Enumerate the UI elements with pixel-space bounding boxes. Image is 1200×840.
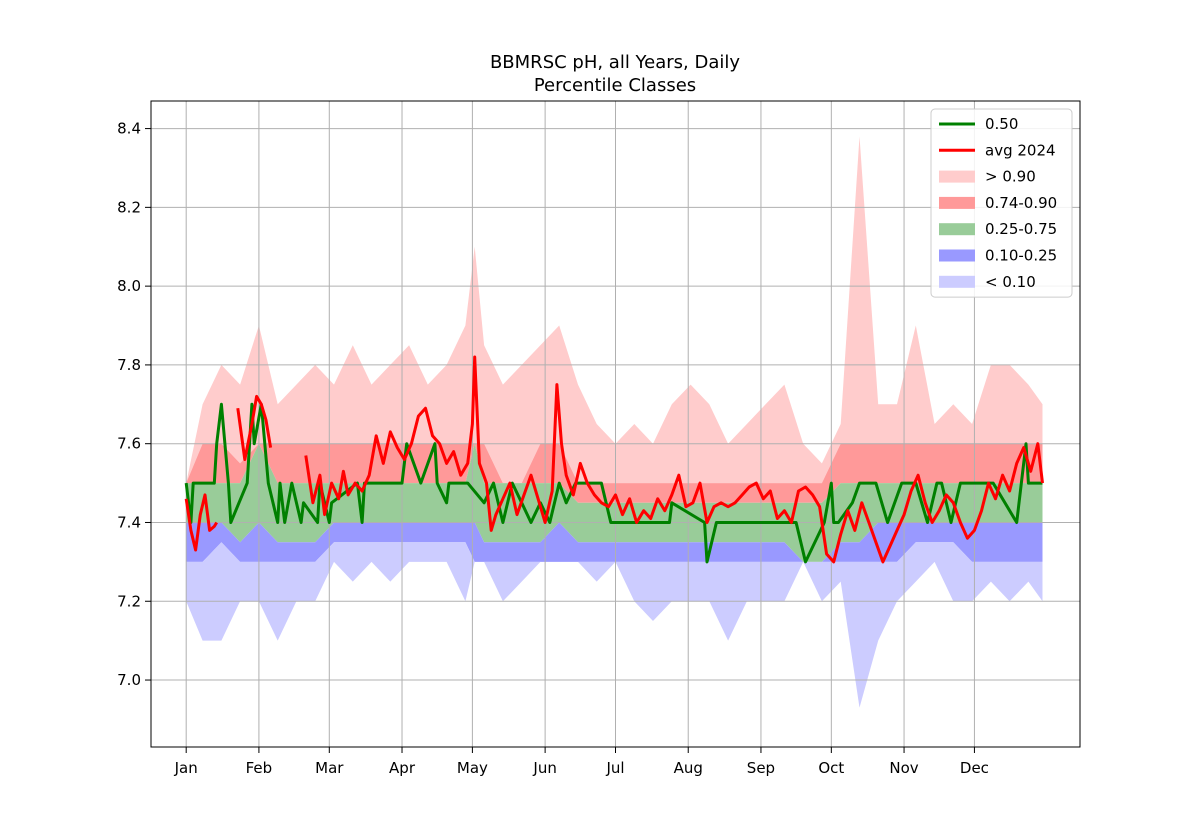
legend-patch-swatch bbox=[939, 223, 975, 236]
band-p10-p25 bbox=[186, 522, 1043, 562]
y-tick-label: 7.6 bbox=[117, 435, 141, 453]
legend-patch-swatch bbox=[939, 196, 975, 209]
legend-label: < 0.10 bbox=[985, 273, 1036, 291]
x-tick-label: Jan bbox=[174, 759, 198, 777]
median-line bbox=[184, 402, 1043, 564]
band-p74-p90 bbox=[186, 443, 1043, 503]
legend-label: 0.25-0.75 bbox=[985, 220, 1057, 238]
legend-patch-swatch bbox=[939, 249, 975, 262]
y-tick-label: 7.8 bbox=[117, 356, 141, 374]
y-tick-label: 8.2 bbox=[117, 198, 141, 216]
avg-2024-line bbox=[236, 394, 273, 461]
avg-2024-line bbox=[304, 355, 1044, 564]
y-tick-label: 7.0 bbox=[117, 671, 141, 689]
avg-2024-line bbox=[184, 493, 218, 552]
x-tick-label: Nov bbox=[889, 759, 918, 777]
legend-patch-swatch bbox=[939, 170, 975, 183]
x-axis-ticks: Jan Feb Mar Apr May Jun Jul Aug Sep Oct Nov Dec bbox=[174, 747, 989, 777]
x-tick-label: Aug bbox=[674, 759, 703, 777]
x-tick-label: Mar bbox=[315, 759, 344, 777]
legend-patch-swatch bbox=[939, 275, 975, 288]
y-tick-label: 8.0 bbox=[117, 277, 141, 295]
y-tick-label: 8.4 bbox=[117, 120, 141, 138]
band-below-p10 bbox=[186, 542, 1043, 708]
chart-title-line-2: Percentile Classes bbox=[534, 75, 696, 96]
band-p25-p75 bbox=[186, 443, 1043, 562]
x-tick-label: Sep bbox=[747, 759, 775, 777]
legend-label: > 0.90 bbox=[985, 168, 1036, 186]
x-tick-label: Dec bbox=[960, 759, 989, 777]
y-tick-label: 7.4 bbox=[117, 513, 141, 531]
y-axis-ticks: 7.0 7.2 7.4 7.6 7.8 8.0 8.2 8.4 bbox=[117, 120, 151, 689]
percentile-bands bbox=[186, 136, 1043, 708]
legend: 0.50 avg 2024 > 0.90 0.74-0.90 0.25-0.75 0.10… bbox=[930, 108, 1073, 298]
x-tick-label: Jun bbox=[532, 759, 556, 777]
legend-label: 0.10-0.25 bbox=[985, 247, 1057, 265]
legend-label: 0.74-0.90 bbox=[985, 194, 1057, 212]
y-tick-label: 7.2 bbox=[117, 592, 141, 610]
band-above-p90 bbox=[186, 136, 1043, 484]
legend-label: avg 2024 bbox=[985, 141, 1056, 159]
series-lines bbox=[184, 355, 1044, 564]
chart-title: BBMRSC pH, all Years, Daily Percentile C… bbox=[490, 52, 740, 96]
chart-title-line-1: BBMRSC pH, all Years, Daily bbox=[490, 52, 740, 73]
x-tick-label: Jul bbox=[605, 759, 624, 777]
x-tick-label: Apr bbox=[389, 759, 416, 777]
x-tick-label: Feb bbox=[246, 759, 273, 777]
legend-label: 0.50 bbox=[985, 115, 1018, 133]
x-tick-label: May bbox=[457, 759, 488, 777]
x-tick-label: Oct bbox=[818, 759, 844, 777]
